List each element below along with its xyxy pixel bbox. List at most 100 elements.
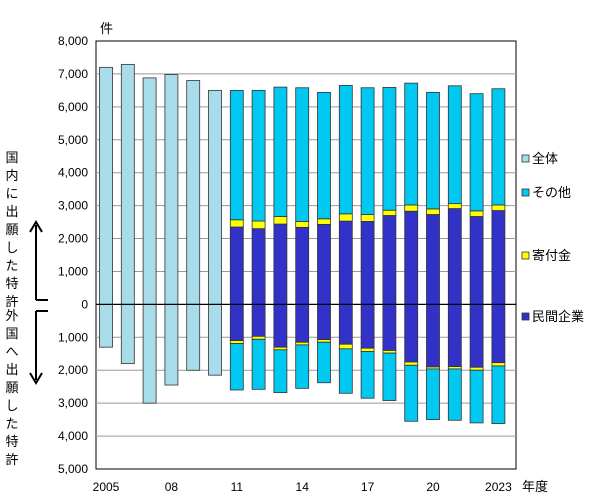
bar-民間企業-2014-foreign [295,303,310,343]
bar-民間企業-2016-domestic [338,220,353,305]
bar-その他-2019-foreign [404,364,419,422]
y-tick-label: 6,000 [58,100,88,114]
bar-その他-2021-domestic [447,85,462,205]
legend-swatch [521,312,530,321]
bar-その他-2017-foreign [360,351,375,399]
bar-寄付金-2012-domestic [251,220,266,230]
bar-全体-2010-domestic [208,89,222,305]
y-tick-label: 5,000 [58,462,88,476]
bar-寄付金-2015-domestic [317,218,331,225]
bar-全体-2005-foreign [99,303,113,348]
bar-その他-2021-foreign [447,368,462,421]
bar-その他-2013-foreign [273,349,288,394]
bar-民間企業-2023-foreign [491,303,506,364]
bar-民間企業-2013-foreign [273,303,288,348]
bar-その他-2012-foreign [251,338,266,390]
bar-寄付金-2022-foreign [469,366,484,371]
bar-寄付金-2016-foreign [338,343,353,350]
bar-民間企業-2020-foreign [426,303,440,368]
bar-その他-2014-foreign [295,344,310,389]
bar-その他-2022-foreign [469,369,484,424]
bar-寄付金-2022-domestic [469,210,484,217]
bar-寄付金-2014-domestic [295,221,310,228]
bar-民間企業-2022-foreign [469,303,484,368]
bar-寄付金-2017-foreign [360,347,375,352]
bar-民間企業-2012-foreign [251,303,266,337]
y-tick-label: 3,000 [58,396,88,410]
x-tick-label: 2005 [93,480,120,494]
legend-swatch [521,188,530,197]
y-tick-label: 4,000 [58,429,88,443]
y-tick-label: 2,000 [58,232,88,246]
bar-その他-2015-domestic [317,91,331,220]
x-tick-label: 2023 [485,480,512,494]
bar-全体-2009-domestic [186,80,201,305]
x-tick-label: 20 [426,480,440,494]
bar-その他-2013-domestic [273,86,288,217]
bar-民間企業-2022-domestic [469,216,484,305]
x-tick-label: 11 [231,480,244,494]
bar-寄付金-2023-foreign [491,362,506,367]
bar-民間企業-2011-domestic [229,226,244,305]
bar-寄付金-2011-domestic [229,219,244,228]
bar-民間企業-2019-domestic [404,210,419,305]
y-tick-label: 3,000 [58,199,88,213]
bar-民間企業-2011-foreign [229,303,244,341]
bar-その他-2023-domestic [491,88,506,206]
x-tick-label: 17 [361,480,375,494]
bar-民間企業-2015-domestic [317,223,331,305]
bar-その他-2011-foreign [229,343,244,391]
bar-全体-2005-domestic [99,66,113,305]
bar-寄付金-2023-domestic [491,204,506,211]
bar-その他-2020-foreign [426,368,440,421]
bar-その他-2012-domestic [251,89,266,222]
y-tick-label: 7,000 [58,67,88,81]
bar-民間企業-2013-domestic [273,223,288,305]
bar-全体-2006-domestic [120,63,135,305]
bar-民間企業-2017-foreign [360,303,375,349]
bar-民間企業-2017-domestic [360,221,375,305]
bar-全体-2007-foreign [142,303,157,404]
bar-寄付金-2021-domestic [447,203,462,209]
bar-民間企業-2014-domestic [295,226,310,305]
bar-民間企業-2019-foreign [404,303,419,363]
bar-寄付金-2016-domestic [338,213,353,222]
plot-frame [95,40,517,470]
bar-その他-2022-domestic [469,93,484,212]
bar-全体-2006-foreign [120,303,135,365]
bar-その他-2017-domestic [360,87,375,215]
bar-その他-2015-foreign [317,341,331,384]
y-tick-label: 1,000 [58,330,88,344]
x-tick-label: 14 [296,480,310,494]
x-tick-label: 08 [165,480,179,494]
bar-全体-2010-foreign [208,303,222,376]
legend-label: 寄付金 [532,248,571,264]
bar-全体-2008-domestic [164,74,179,305]
bar-民間企業-2015-foreign [317,303,331,341]
bar-民間企業-2018-foreign [382,303,397,351]
bar-民間企業-2021-domestic [447,208,462,305]
bar-寄付金-2012-foreign [251,335,266,340]
bar-その他-2016-domestic [338,85,353,215]
bar-その他-2016-foreign [338,348,353,394]
bar-寄付金-2011-foreign [229,340,244,344]
y-tick-label: 8,000 [58,34,88,48]
x-axis-label: 年度 [522,479,548,495]
bar-寄付金-2017-domestic [360,214,375,222]
bar-その他-2018-domestic [382,87,397,211]
bar-民間企業-2018-domestic [382,215,397,305]
bar-寄付金-2019-foreign [404,361,419,366]
bar-寄付金-2018-domestic [382,209,397,216]
legend-label: その他 [532,186,571,201]
bar-寄付金-2013-domestic [273,216,288,225]
y-tick-label: 0 [81,297,88,311]
bar-全体-2007-domestic [142,77,157,305]
bar-全体-2008-foreign [164,303,179,386]
direction-arrows [29,220,48,385]
bar-民間企業-2016-foreign [338,303,353,345]
y-tick-label: 4,000 [58,166,88,180]
bar-全体-2009-foreign [186,303,201,371]
bar-その他-2011-domestic [229,89,244,221]
